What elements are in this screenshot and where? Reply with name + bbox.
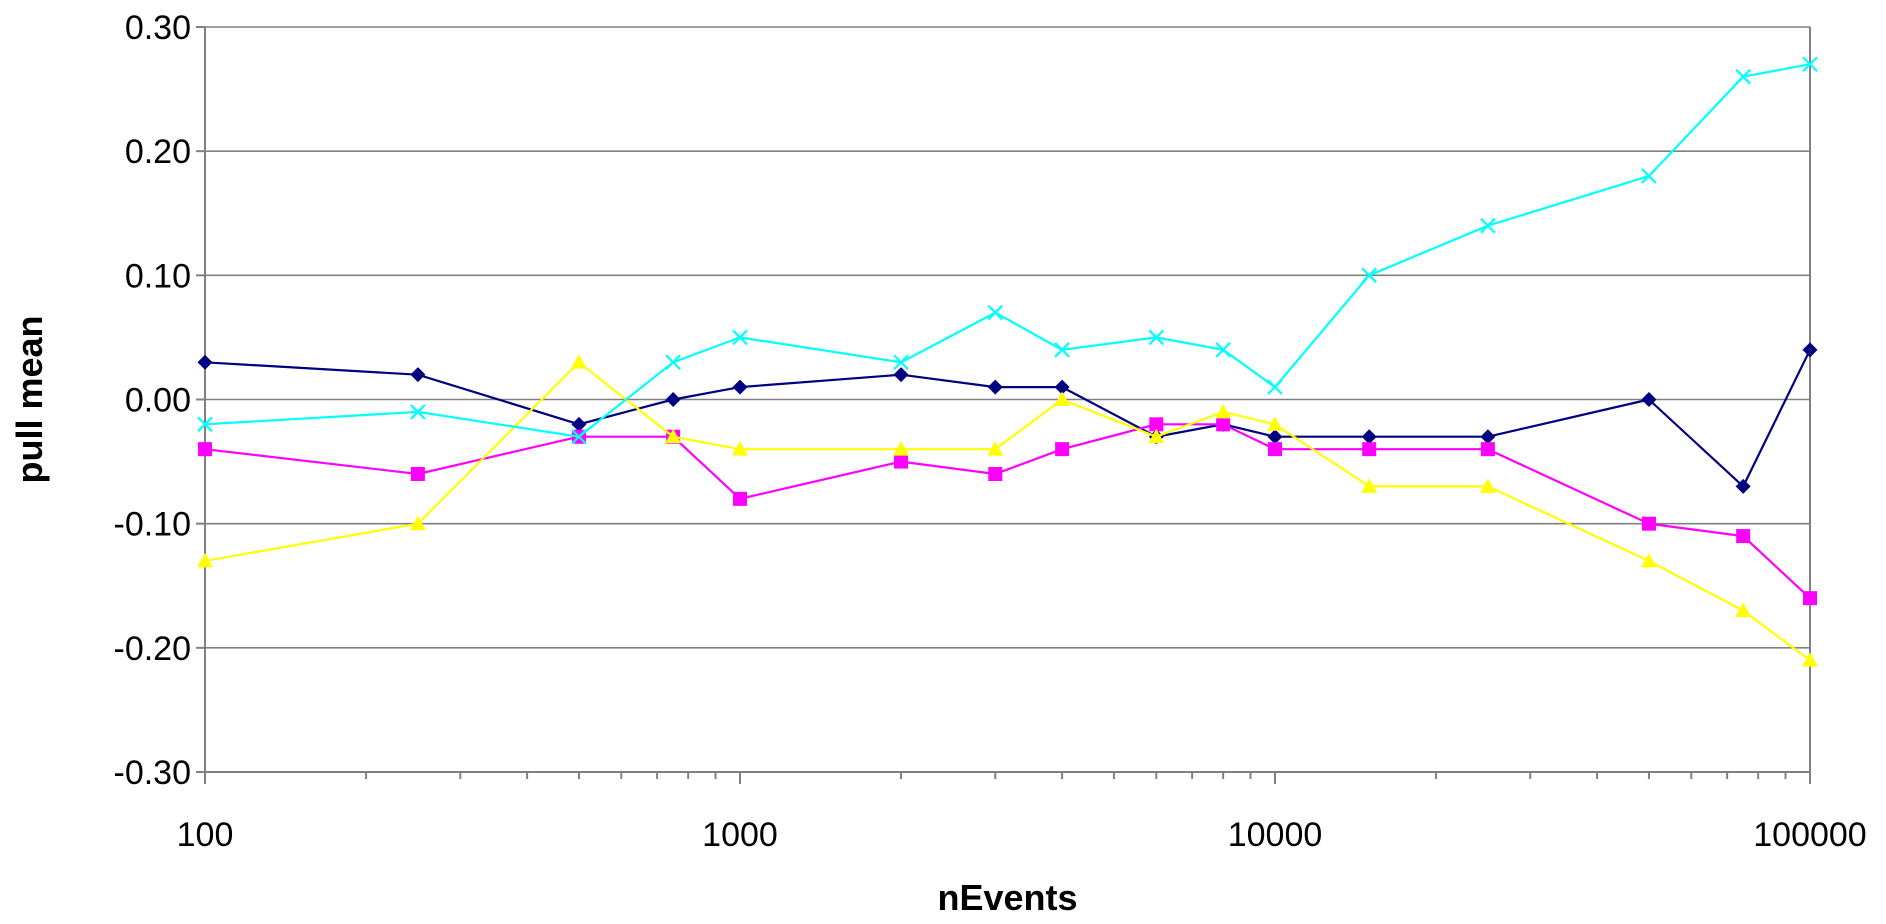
- x-tick-label: 100: [177, 816, 234, 854]
- data-point-marker: [1148, 428, 1165, 444]
- data-point-marker: [1148, 329, 1165, 346]
- data-point-marker: [894, 454, 909, 469]
- data-point-marker: [1479, 478, 1496, 493]
- data-point-marker: [1640, 552, 1657, 568]
- data-point-marker: [1216, 417, 1231, 432]
- series-diamond: [197, 342, 1818, 494]
- data-point-marker: [1215, 403, 1232, 419]
- data-point-marker: [198, 442, 212, 457]
- data-point-marker: [1362, 442, 1377, 457]
- data-point-marker: [1267, 379, 1283, 395]
- data-point-marker: [988, 467, 1003, 481]
- data-point-marker: [1641, 392, 1657, 407]
- data-point-marker: [197, 552, 213, 568]
- data-point-marker: [893, 354, 909, 371]
- data-point-marker: [1480, 442, 1495, 457]
- data-point-marker: [665, 392, 681, 407]
- data-point-marker: [987, 441, 1004, 456]
- series-line: [204, 360, 1811, 662]
- data-point-marker: [1735, 478, 1751, 494]
- data-point-marker: [1055, 442, 1070, 457]
- data-point-marker: [1802, 652, 1818, 667]
- data-point-marker: [893, 367, 909, 383]
- y-tick-label: -0.10: [114, 506, 192, 544]
- data-point-marker: [1268, 442, 1282, 457]
- axes: [196, 26, 1811, 784]
- data-point-marker: [1802, 56, 1818, 73]
- data-point-marker: [1149, 417, 1164, 432]
- data-point-marker: [571, 416, 587, 432]
- data-point-marker: [571, 428, 587, 445]
- data-point-marker: [410, 467, 425, 481]
- data-point-marker: [665, 354, 681, 371]
- series-square: [198, 417, 1817, 606]
- gridlines: [205, 26, 1810, 773]
- data-point-marker: [410, 367, 426, 383]
- data-point-marker: [733, 491, 747, 506]
- data-point-marker: [197, 416, 213, 433]
- data-point-marker: [1735, 602, 1752, 617]
- data-point-marker: [1267, 429, 1283, 445]
- series-triangle: [197, 354, 1818, 667]
- data-point-marker: [1641, 168, 1657, 184]
- x-tick-label: 10000: [1228, 816, 1323, 854]
- data-point-marker: [1735, 68, 1751, 85]
- data-point-marker: [1215, 342, 1231, 358]
- x-axis-title: nEvents: [937, 877, 1077, 918]
- data-point-marker: [665, 428, 682, 444]
- data-point-marker: [1480, 429, 1496, 445]
- data-point-marker: [409, 515, 426, 531]
- y-tick-label: -0.20: [114, 630, 192, 668]
- data-point-marker: [1361, 429, 1377, 445]
- data-point-marker: [1054, 379, 1070, 395]
- data-point-marker: [1267, 416, 1283, 431]
- data-point-marker: [1361, 478, 1378, 493]
- data-point-marker: [1736, 529, 1751, 544]
- y-tick-label: 0.10: [125, 257, 191, 295]
- data-point-marker: [893, 441, 910, 456]
- data-point-marker: [1480, 217, 1496, 234]
- y-tick-label: 0.20: [125, 133, 191, 171]
- series-line: [204, 63, 1811, 438]
- data-point-marker: [1054, 342, 1070, 358]
- data-point-marker: [570, 354, 587, 369]
- series-line: [204, 349, 1811, 489]
- series-lines: [197, 56, 1818, 667]
- y-tick-label: -0.30: [114, 754, 192, 792]
- x-tick-label: 1000: [702, 816, 778, 854]
- data-point-marker: [987, 379, 1003, 395]
- data-point-marker: [1361, 267, 1377, 284]
- data-point-marker: [1641, 516, 1656, 531]
- data-point-marker: [1802, 342, 1818, 358]
- data-point-marker: [732, 329, 748, 346]
- data-point-marker: [410, 404, 426, 420]
- series-line: [204, 423, 1811, 600]
- data-point-marker: [732, 441, 748, 456]
- data-point-marker: [1803, 591, 1817, 606]
- x-tick-label: 100000: [1753, 816, 1866, 854]
- y-axis-title: pull mean: [9, 315, 50, 483]
- y-tick-label: 0.30: [125, 9, 191, 47]
- data-point-marker: [987, 304, 1004, 321]
- series-x: [197, 56, 1818, 445]
- data-point-marker: [1054, 391, 1071, 406]
- data-point-marker: [197, 354, 213, 370]
- tick-labels: 0.30 0.20 0.10 0.00 -0.10 -0.20 -0.30 100 1000 10…: [114, 9, 1867, 854]
- y-tick-label: 0.00: [125, 382, 191, 420]
- data-point-marker: [732, 379, 748, 395]
